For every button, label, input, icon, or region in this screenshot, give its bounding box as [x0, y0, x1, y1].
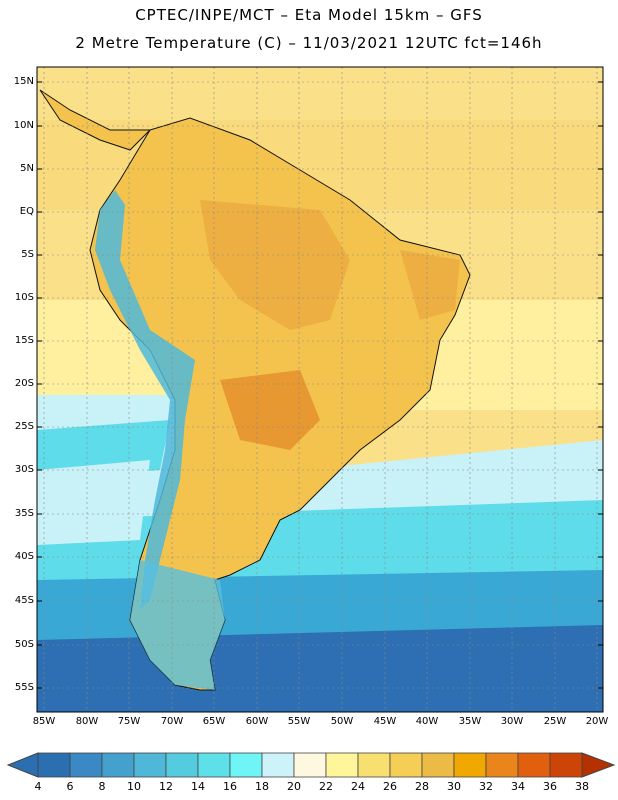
colorbar-label-28: 28	[415, 780, 429, 793]
colorbar-segment	[389, 752, 423, 778]
lon-label-25w: 25W	[543, 716, 567, 727]
colorbar-label-16: 16	[223, 780, 237, 793]
lon-label-80w: 80W	[75, 716, 99, 727]
lat-label-25s: 25S	[14, 421, 34, 432]
colorbar-segment	[421, 752, 455, 778]
lon-label-65w: 65W	[202, 716, 226, 727]
northeast-hot-region	[400, 250, 460, 320]
colorbar-segment	[165, 752, 199, 778]
colorbar-label-10: 10	[127, 780, 141, 793]
colorbar-segment	[549, 752, 583, 778]
colorbar	[6, 752, 616, 778]
colorbar-segment	[325, 752, 359, 778]
colorbar-label-20: 20	[287, 780, 301, 793]
lon-label-85w: 85W	[32, 716, 56, 727]
colorbar-segment	[517, 752, 551, 778]
colorbar-segment	[69, 752, 103, 778]
colorbar-label-34: 34	[511, 780, 525, 793]
colorbar-segment	[133, 752, 167, 778]
chaco-hot-region	[220, 370, 320, 450]
lat-label-45s: 45S	[14, 595, 34, 606]
colorbar-label-38: 38	[575, 780, 589, 793]
colorbar-label-30: 30	[447, 780, 461, 793]
title-line-1: CPTEC/INPE/MCT – Eta Model 15km – GFS	[135, 6, 483, 24]
lat-label-30s: 30S	[14, 464, 34, 475]
lon-label-50w: 50W	[330, 716, 354, 727]
colorbar-label-8: 8	[98, 780, 106, 793]
colorbar-label-22: 22	[319, 780, 333, 793]
lat-label-10s: 10S	[14, 292, 34, 303]
colorbar-label-6: 6	[66, 780, 74, 793]
tick-marks	[37, 81, 603, 689]
map-frame	[36, 66, 604, 713]
interior-hot-region	[200, 200, 350, 330]
andes-cold-strip	[95, 190, 195, 610]
colorbar-arrow-right	[581, 752, 616, 778]
lon-label-45w: 45W	[373, 716, 397, 727]
lat-label-15n: 15N	[13, 76, 34, 87]
lon-label-40w: 40W	[415, 716, 439, 727]
colorbar-segment	[453, 752, 487, 778]
ocean-band-coldest-2	[37, 625, 603, 712]
colorbar-segment	[485, 752, 519, 778]
lat-label-5n: 5N	[20, 163, 34, 174]
lat-label-5s: 5S	[21, 249, 34, 260]
lon-label-75w: 75W	[117, 716, 141, 727]
lon-label-30w: 30W	[500, 716, 524, 727]
central-america-land	[39, 89, 152, 151]
lat-label-40s: 40S	[14, 551, 34, 562]
lon-label-60w: 60W	[245, 716, 269, 727]
colorbar-label-14: 14	[191, 780, 205, 793]
lat-label-50s: 50S	[14, 639, 34, 650]
colorbar-segment	[101, 752, 135, 778]
lat-label-55s: 55S	[14, 682, 34, 693]
colorbar-segment	[293, 752, 327, 778]
colorbar-segment	[261, 752, 295, 778]
lat-label-20s: 20S	[14, 378, 34, 389]
colorbar-label-12: 12	[159, 780, 173, 793]
lat-label-15s: 15S	[14, 335, 34, 346]
colorbar-label-18: 18	[255, 780, 269, 793]
lat-label-10n: 10N	[13, 120, 34, 131]
colorbar-segment	[229, 752, 263, 778]
colorbar-segment	[37, 752, 71, 778]
grid-lines	[37, 67, 603, 712]
lon-label-20w: 20W	[585, 716, 609, 727]
lat-label-eq: EQ	[19, 206, 34, 217]
lat-label-35s: 35S	[14, 508, 34, 519]
lon-label-35w: 35W	[458, 716, 482, 727]
title-line-2: 2 Metre Temperature (C) – 11/03/2021 12U…	[75, 34, 543, 52]
colorbar-label-24: 24	[351, 780, 365, 793]
colorbar-segment	[357, 752, 391, 778]
patagonia-cool	[130, 560, 225, 690]
colorbar-label-4: 4	[34, 780, 42, 793]
colorbar-segment	[197, 752, 231, 778]
colorbar-label-36: 36	[543, 780, 557, 793]
colorbar-label-32: 32	[479, 780, 493, 793]
ocean-band-cool-pac	[37, 460, 150, 545]
lon-label-70w: 70W	[160, 716, 184, 727]
colorbar-label-26: 26	[383, 780, 397, 793]
colorbar-arrow-left	[6, 752, 39, 778]
lon-label-55w: 55W	[287, 716, 311, 727]
